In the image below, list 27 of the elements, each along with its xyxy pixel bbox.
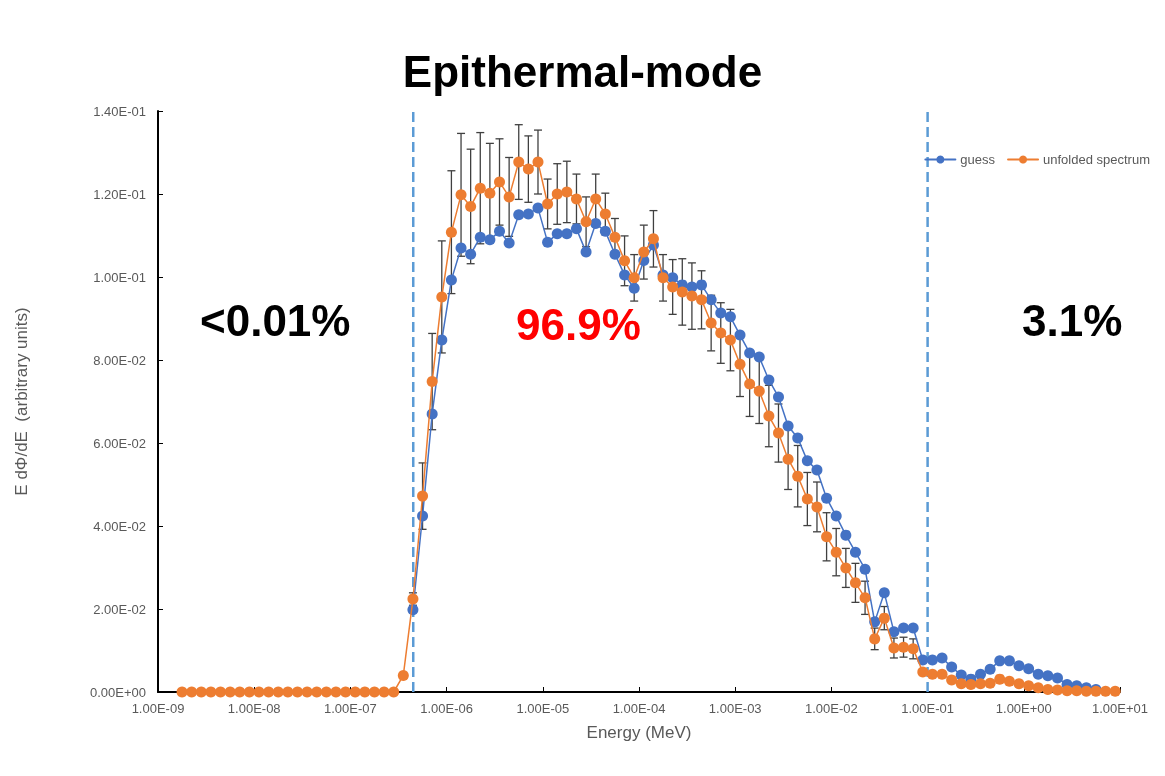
annotation: 96.9% bbox=[516, 299, 641, 349]
y-tick-label: 1.20E-01 bbox=[93, 186, 146, 202]
x-tick-label: 1.00E-05 bbox=[516, 701, 570, 716]
x-tick-label: 1.00E-01 bbox=[901, 701, 954, 716]
x-tick-label: 1.00E-06 bbox=[420, 701, 473, 716]
chart-title: Epithermal-mode bbox=[402, 46, 763, 96]
y-axis-title: E dΦ/dE (arbitrary units) bbox=[12, 307, 31, 496]
y-tick-label: 2.00E-02 bbox=[93, 601, 146, 617]
x-tick-label: 1.00E-02 bbox=[805, 701, 858, 716]
y-tick-label: 4.00E-02 bbox=[93, 518, 146, 534]
x-tick-label: 1.00E+01 bbox=[1091, 701, 1149, 716]
legend-label: guess bbox=[960, 152, 996, 167]
y-tick-label: 6.00E-02 bbox=[93, 435, 146, 451]
y-tick-label: 8.00E-02 bbox=[93, 352, 146, 368]
annotation: 3.1% bbox=[1022, 295, 1123, 345]
y-tick-label: 1.40E-01 bbox=[93, 103, 146, 119]
x-tick-label: 1.00E-04 bbox=[612, 701, 666, 716]
x-tick-label: 1.00E-07 bbox=[324, 701, 377, 716]
x-tick-label: 1.00E-03 bbox=[708, 701, 762, 716]
legend-label: unfolded spectrum bbox=[1043, 152, 1150, 167]
annotation: <0.01% bbox=[200, 295, 351, 345]
x-tick-label: 1.00E-09 bbox=[131, 701, 185, 716]
x-axis-title: Energy (MeV) bbox=[586, 723, 692, 742]
x-tick-label: 1.00E-08 bbox=[227, 701, 281, 716]
y-tick-label: 1.00E-01 bbox=[93, 269, 146, 285]
x-tick-label: 1.00E+00 bbox=[995, 701, 1052, 716]
y-tick-label: 0.00E+00 bbox=[89, 684, 146, 700]
